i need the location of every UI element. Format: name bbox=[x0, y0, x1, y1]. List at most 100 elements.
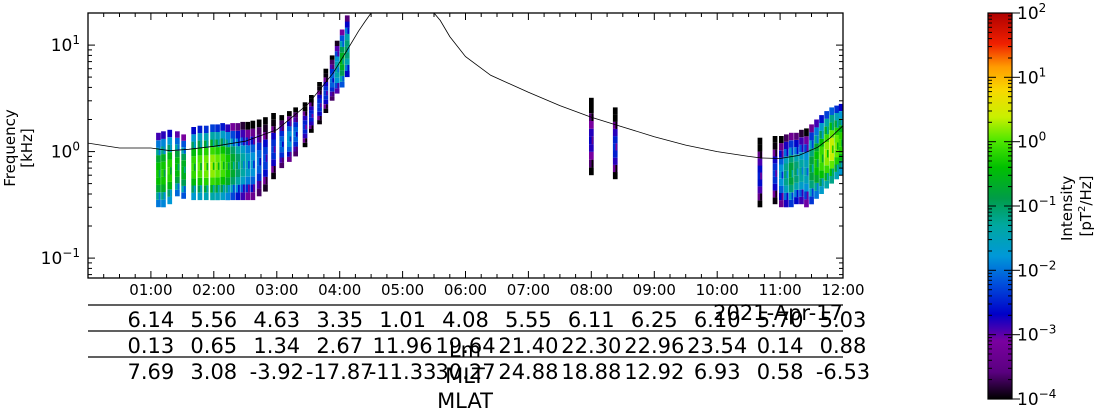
emission-cell bbox=[203, 155, 209, 163]
emission-cell bbox=[789, 199, 794, 208]
emission-cell bbox=[220, 153, 225, 162]
emission-cell bbox=[263, 154, 268, 162]
emission-cell bbox=[181, 153, 186, 161]
colorbar-label-line1: Intensity bbox=[1058, 176, 1076, 241]
emission-cell bbox=[794, 168, 799, 176]
emission-cell bbox=[177, 144, 180, 151]
emission-cell bbox=[323, 104, 329, 109]
emission-cell bbox=[263, 169, 268, 177]
emission-cell bbox=[217, 185, 220, 193]
emission-cell bbox=[311, 102, 314, 107]
emission-cell bbox=[181, 166, 186, 173]
emission-cell bbox=[814, 119, 819, 128]
emission-cell bbox=[206, 185, 209, 193]
emission-cell bbox=[757, 137, 763, 145]
emission-cell bbox=[779, 143, 784, 151]
emission-cell bbox=[230, 177, 235, 185]
emission-cell bbox=[235, 161, 241, 170]
emission-cell bbox=[612, 150, 618, 158]
emission-column bbox=[757, 137, 763, 208]
emission-cell bbox=[240, 184, 246, 193]
emission-cell bbox=[279, 136, 285, 142]
emission-cell bbox=[215, 124, 220, 132]
emission-cell bbox=[347, 46, 350, 53]
ephemeris-value: 0.14 bbox=[757, 334, 804, 358]
emission-cell bbox=[227, 162, 230, 170]
emission-cell bbox=[799, 137, 804, 145]
emission-cell bbox=[191, 192, 196, 201]
emission-cell bbox=[809, 196, 814, 205]
emission-cell bbox=[838, 132, 843, 140]
emission-cell bbox=[319, 103, 322, 108]
emission-column bbox=[824, 111, 829, 189]
emission-cell bbox=[225, 192, 230, 201]
emission-cell bbox=[826, 149, 829, 158]
emission-cell bbox=[240, 161, 246, 169]
emission-column bbox=[334, 40, 340, 94]
ephemeris-value: 3.08 bbox=[190, 360, 237, 384]
emission-cell bbox=[156, 199, 161, 208]
emission-cell bbox=[271, 172, 276, 180]
emission-cell bbox=[210, 147, 215, 155]
emission-cell bbox=[245, 121, 251, 130]
ephemeris-value: 21.40 bbox=[498, 334, 558, 358]
ephemeris-value: 12.92 bbox=[624, 360, 684, 384]
emission-cell bbox=[175, 157, 180, 164]
emission-cell bbox=[225, 162, 230, 170]
ephemeris-value: 6.10 bbox=[694, 308, 741, 332]
emission-cell bbox=[824, 126, 829, 135]
emission-cell bbox=[170, 144, 172, 153]
emission-cell bbox=[156, 132, 161, 141]
emission-cell bbox=[309, 95, 314, 99]
emission-cell bbox=[245, 192, 251, 201]
emission-cell bbox=[589, 136, 594, 145]
emission-column bbox=[804, 128, 809, 208]
emission-cell bbox=[323, 99, 329, 105]
ephemeris-value: 6.93 bbox=[694, 360, 741, 384]
emission-cell bbox=[191, 185, 196, 193]
emission-cell bbox=[175, 176, 180, 184]
emission-cell bbox=[329, 59, 335, 65]
emission-column bbox=[329, 55, 335, 101]
emission-cell bbox=[302, 133, 308, 139]
emission-cell bbox=[829, 115, 834, 123]
emission-cell bbox=[225, 177, 230, 185]
emission-cell bbox=[250, 184, 256, 193]
emission-cell bbox=[248, 161, 250, 169]
emission-cell bbox=[238, 161, 240, 170]
emission-cell bbox=[809, 172, 814, 181]
emission-cell bbox=[191, 156, 196, 164]
emission-cell bbox=[259, 157, 262, 166]
emission-cell bbox=[615, 164, 618, 173]
ephemeris-value: 5.03 bbox=[820, 308, 867, 332]
emission-cell bbox=[323, 68, 329, 74]
emission-cell bbox=[323, 95, 329, 100]
emission-cell bbox=[838, 160, 843, 168]
ephemeris-value: -11.33 bbox=[369, 360, 437, 384]
emission-cell bbox=[824, 111, 829, 119]
emission-cell bbox=[240, 129, 246, 138]
emission-cell bbox=[344, 52, 350, 59]
colorbar-tick-label: 10−2 bbox=[1017, 258, 1056, 281]
emission-cell bbox=[197, 185, 203, 193]
emission-cell bbox=[225, 147, 230, 155]
emission-cell bbox=[311, 125, 314, 129]
emission-cell bbox=[829, 130, 834, 138]
emission-cell bbox=[203, 133, 209, 141]
emission-cell bbox=[210, 185, 215, 193]
emission-cell bbox=[838, 153, 843, 161]
emission-cell bbox=[612, 172, 618, 180]
emission-cell bbox=[829, 137, 834, 146]
emission-cell bbox=[819, 170, 824, 179]
emission-cell bbox=[819, 130, 824, 139]
emission-column bbox=[339, 29, 345, 88]
emission-cell bbox=[772, 170, 778, 177]
emission-cell bbox=[772, 183, 778, 191]
emission-cell bbox=[215, 162, 220, 170]
ephemeris-value: 30.27 bbox=[435, 360, 495, 384]
emission-cell bbox=[816, 183, 819, 191]
emission-cell bbox=[339, 46, 345, 53]
emission-column bbox=[271, 113, 276, 180]
emission-cell bbox=[791, 192, 794, 200]
emission-cell bbox=[816, 159, 819, 168]
